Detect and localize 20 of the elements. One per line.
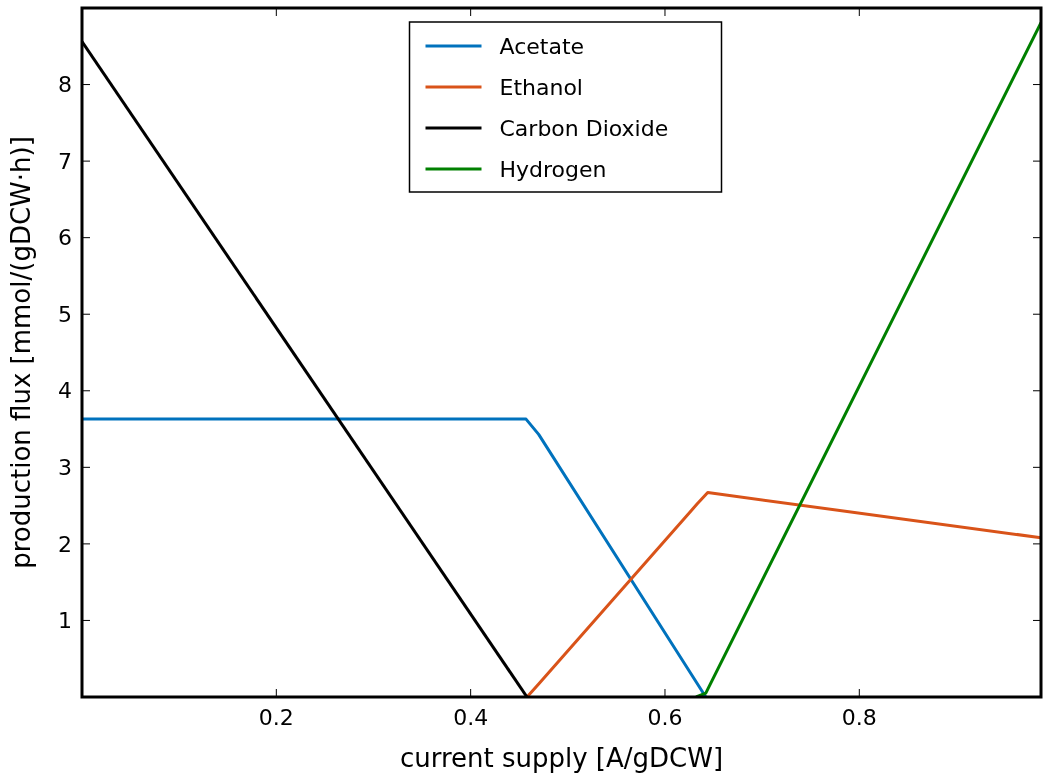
x-tick-label: 0.2 bbox=[258, 705, 294, 730]
y-tick-label: 5 bbox=[58, 301, 72, 327]
y-tick-label: 7 bbox=[58, 148, 72, 174]
y-tick-label: 1 bbox=[58, 608, 72, 634]
legend-label: Ethanol bbox=[499, 74, 583, 100]
line-series bbox=[525, 491, 1041, 697]
x-tick-label: 0.4 bbox=[453, 705, 489, 730]
y-tick-label: 4 bbox=[58, 378, 72, 404]
y-tick-label: 2 bbox=[58, 531, 72, 557]
legend-label: Carbon Dioxide bbox=[499, 115, 669, 141]
legend-label: Acetate bbox=[499, 33, 585, 59]
y-tick-label: 8 bbox=[58, 72, 72, 98]
x-tick-label: 0.8 bbox=[841, 705, 877, 730]
x-axis-title: current supply [A/gDCW] bbox=[399, 743, 724, 773]
y-tick-label: 6 bbox=[58, 225, 72, 251]
legend-label: Hydrogen bbox=[499, 156, 607, 182]
y-tick-label: 3 bbox=[58, 455, 72, 481]
y-axis-title: production flux [mmol/(gDCW·h)] bbox=[6, 136, 36, 569]
x-tick-label: 0.6 bbox=[647, 705, 683, 730]
line-series bbox=[82, 417, 708, 697]
